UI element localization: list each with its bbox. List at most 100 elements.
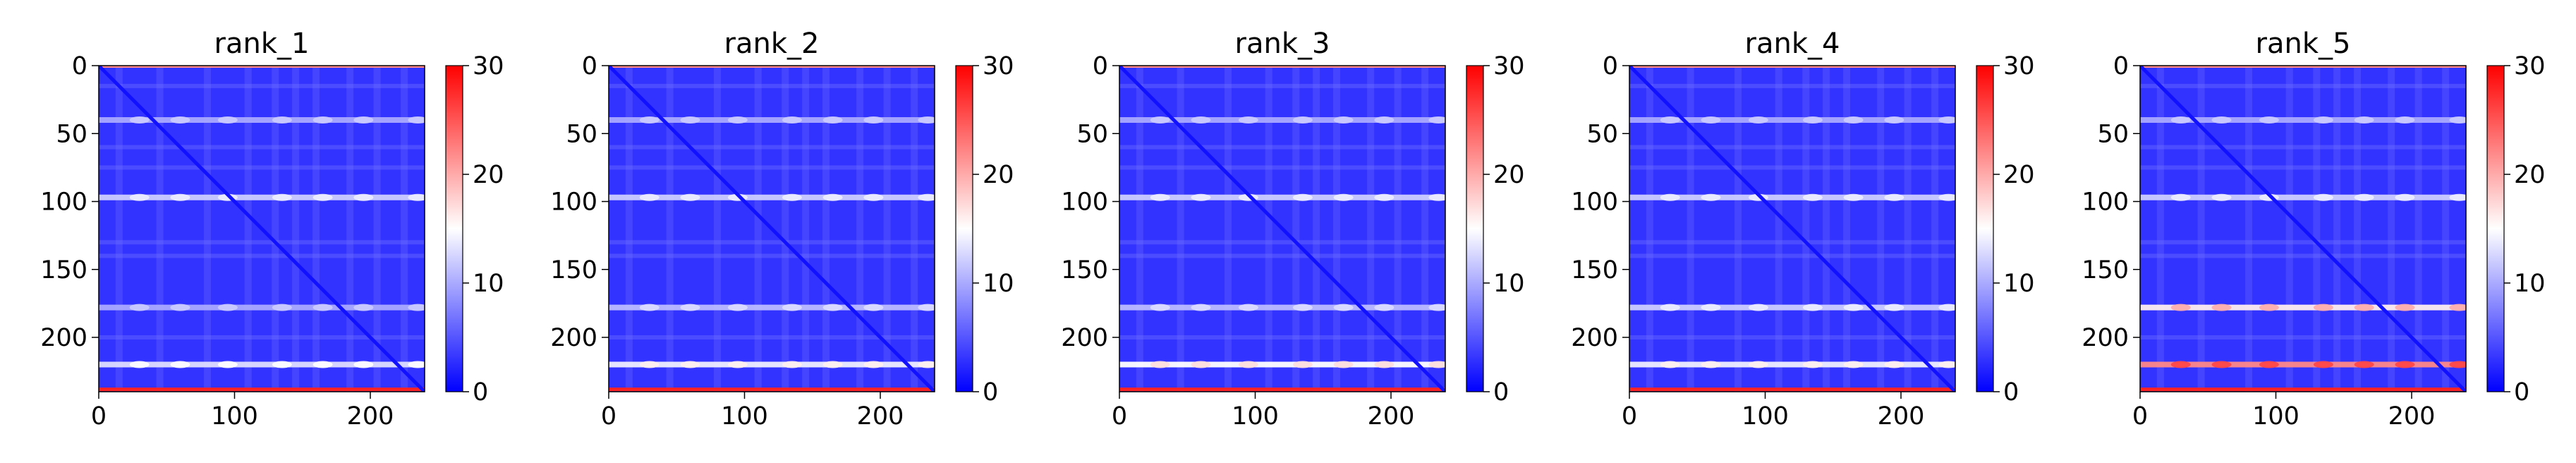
heatmap-column-band bbox=[204, 66, 211, 392]
heatmap-bright-row bbox=[2140, 361, 2466, 368]
heatmap-column-band bbox=[1734, 66, 1742, 392]
heatmap-column-band bbox=[883, 66, 891, 392]
y-tick-label: 150 bbox=[550, 256, 597, 284]
heatmap-row-blob bbox=[1374, 116, 1395, 124]
heatmap-column-band bbox=[822, 66, 830, 392]
colorbar-tick-label: 20 bbox=[473, 161, 504, 189]
colorbar bbox=[445, 65, 463, 392]
heatmap-row-blob bbox=[1428, 116, 1445, 124]
heatmap-row-blob bbox=[2313, 303, 2333, 311]
heatmap-row-blob bbox=[1843, 361, 1864, 368]
heatmap-row-blob bbox=[2354, 193, 2374, 201]
heatmap-top-edge bbox=[99, 66, 425, 68]
chart-title: rank_5 bbox=[2256, 28, 2351, 60]
heatmap-row-blob bbox=[170, 116, 190, 124]
heatmap-column-band bbox=[156, 66, 164, 392]
heatmap-row-blob bbox=[639, 116, 660, 124]
heatmap-row-blob bbox=[272, 116, 292, 124]
heatmap-row-blob bbox=[680, 361, 700, 368]
heatmap-row-blob bbox=[312, 116, 333, 124]
colorbar bbox=[2486, 65, 2505, 392]
heatmap-bright-row bbox=[1629, 194, 1955, 200]
colorbar-tick-label: 10 bbox=[473, 270, 504, 298]
heatmap-column-band bbox=[714, 66, 721, 392]
heatmap-row-blob bbox=[1333, 116, 1354, 124]
heatmap-row-blob bbox=[1150, 193, 1170, 201]
colorbar bbox=[1976, 65, 1994, 392]
heatmap-row-band bbox=[1119, 83, 1445, 88]
colorbar-tick-label: 10 bbox=[2003, 270, 2035, 298]
heatmap-row-blob bbox=[2449, 193, 2466, 201]
heatmap-column-band bbox=[244, 66, 252, 392]
x-tick-label: 200 bbox=[2388, 402, 2436, 431]
heatmap-row-blob bbox=[2395, 361, 2415, 368]
heatmap-column-band bbox=[1394, 66, 1402, 392]
colorbar-tick-label: 20 bbox=[983, 161, 1014, 189]
heatmap-row-blob bbox=[1150, 361, 1170, 368]
heatmap-row-blob bbox=[1660, 361, 1680, 368]
heatmap-column-band bbox=[1904, 66, 1912, 392]
x-tick-label: 100 bbox=[2252, 402, 2299, 431]
heatmap-row-blob bbox=[408, 361, 425, 368]
heatmap-row-blob bbox=[1701, 193, 1721, 201]
heatmap-column-band bbox=[1136, 66, 1143, 392]
heatmap-row-blob bbox=[1292, 116, 1313, 124]
colorbar-tick-label: 0 bbox=[2003, 378, 2019, 407]
colorbar bbox=[1466, 65, 1484, 392]
heatmap bbox=[99, 66, 425, 392]
heatmap-row-band bbox=[609, 83, 935, 88]
heatmap-row-blob bbox=[2449, 116, 2466, 124]
heatmap-top-edge bbox=[1629, 66, 1955, 68]
heatmap bbox=[1119, 66, 1445, 392]
heatmap-row-blob bbox=[1333, 361, 1354, 368]
axes-frame bbox=[608, 65, 935, 392]
heatmap bbox=[1629, 66, 1955, 392]
heatmap-row-blob bbox=[680, 303, 700, 311]
heatmap-row-blob bbox=[2395, 303, 2415, 311]
x-tick-label: 200 bbox=[347, 402, 394, 431]
heatmap-row-blob bbox=[312, 361, 333, 368]
colorbar-tick-label: 20 bbox=[2514, 161, 2546, 189]
heatmap-row-blob bbox=[170, 361, 190, 368]
heatmap-row-band bbox=[1629, 253, 1955, 258]
heatmap-row-blob bbox=[1333, 303, 1354, 311]
y-tick-label: 200 bbox=[40, 324, 87, 352]
colorbar-tick-label: 10 bbox=[1493, 270, 1525, 298]
heatmap-row-blob bbox=[863, 303, 884, 311]
heatmap-row-band bbox=[1629, 145, 1955, 150]
heatmap-row-blob bbox=[129, 116, 150, 124]
heatmap-row-blob bbox=[1191, 361, 1211, 368]
heatmap-column-band bbox=[1265, 66, 1272, 392]
heatmap-column-band bbox=[1823, 66, 1830, 392]
heatmap-edge-row bbox=[609, 387, 935, 392]
heatmap-diagonal bbox=[1119, 66, 1445, 392]
heatmap-column-band bbox=[2156, 66, 2164, 392]
heatmap-row-blob bbox=[918, 361, 935, 368]
heatmap-row-band bbox=[609, 240, 935, 245]
y-tick-label: 50 bbox=[56, 120, 87, 148]
heatmap-row-band bbox=[99, 165, 425, 170]
heatmap-row-blob bbox=[1802, 361, 1823, 368]
heatmap-row-blob bbox=[680, 116, 700, 124]
heatmap-row-blob bbox=[863, 116, 884, 124]
heatmap-row-blob bbox=[822, 303, 843, 311]
heatmap-row-blob bbox=[918, 193, 935, 201]
heatmap-row-blob bbox=[1428, 361, 1445, 368]
heatmap-row-blob bbox=[1701, 361, 1721, 368]
heatmap-bright-row bbox=[1629, 304, 1955, 311]
heatmap-row-blob bbox=[1884, 193, 1904, 201]
heatmap-bright-row bbox=[1119, 194, 1445, 200]
heatmap-row-band bbox=[1119, 165, 1445, 170]
y-tick-label: 100 bbox=[1061, 188, 1108, 217]
heatmap-edge-row bbox=[2140, 387, 2466, 392]
heatmap-column-band bbox=[292, 66, 300, 392]
heatmap-row-blob bbox=[1748, 116, 1768, 124]
heatmap-row-blob bbox=[408, 303, 425, 311]
heatmap-row-blob bbox=[2170, 193, 2191, 201]
colorbar-tick-label: 10 bbox=[2514, 270, 2546, 298]
heatmap-column-band bbox=[373, 66, 381, 392]
x-tick-label: 100 bbox=[1232, 402, 1279, 431]
heatmap-row-blob bbox=[1660, 116, 1680, 124]
heatmap-bright-row bbox=[99, 194, 425, 200]
